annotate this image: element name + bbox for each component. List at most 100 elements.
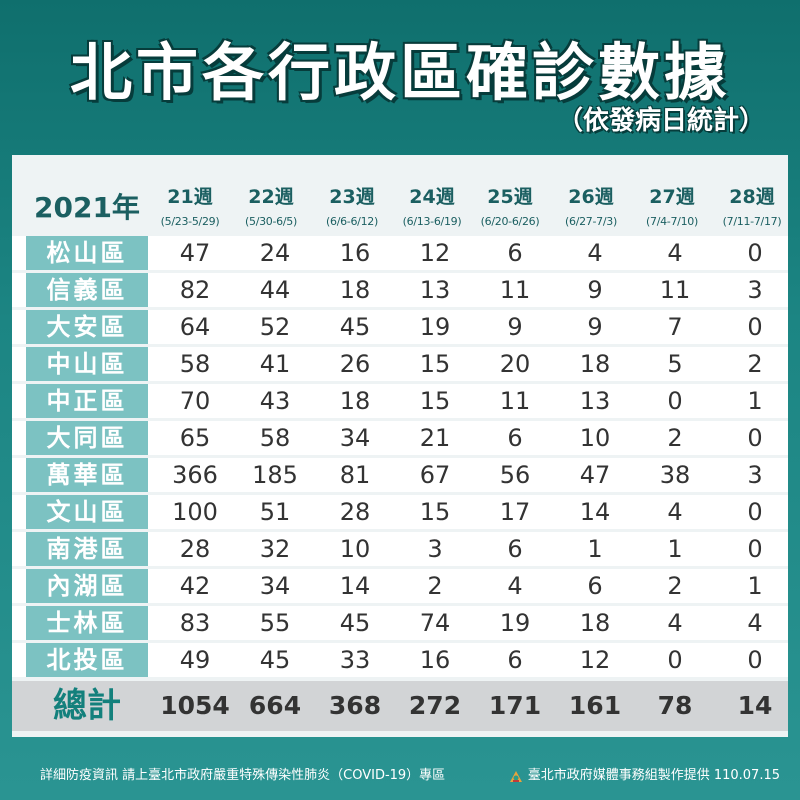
case-count-cell: 18 bbox=[339, 276, 371, 304]
table-row: 萬華區 366 185 81 67 56 47 38 3 bbox=[12, 458, 788, 492]
case-count-cell: 18 bbox=[579, 609, 611, 637]
week-header: 24週 (6/13-6/19) bbox=[387, 182, 477, 228]
case-count-cell: 49 bbox=[179, 646, 211, 674]
district-name: 中山區 bbox=[26, 347, 148, 381]
week-label: 28週 bbox=[729, 186, 775, 208]
table-row: 中山區 58 41 26 15 20 18 5 2 bbox=[12, 347, 788, 381]
case-count-cell: 15 bbox=[419, 350, 451, 378]
week-label: 22週 bbox=[248, 186, 294, 208]
year-label: 2021年 bbox=[34, 191, 140, 224]
case-count-cell: 58 bbox=[179, 350, 211, 378]
case-count-cell: 70 bbox=[179, 387, 211, 415]
case-count-cell: 6 bbox=[507, 239, 523, 267]
case-count-cell: 0 bbox=[747, 535, 763, 563]
case-count-cell: 82 bbox=[179, 276, 211, 304]
week-label: 24週 bbox=[409, 186, 455, 208]
case-count-cell: 3 bbox=[747, 276, 763, 304]
case-count-cell: 43 bbox=[259, 387, 291, 415]
footer-info: 詳細防疫資訊 請上臺北市政府嚴重特殊傳染性肺炎（COVID-19）專區 bbox=[40, 768, 446, 783]
total-cell: 78 bbox=[657, 691, 693, 720]
week-label: 25週 bbox=[487, 186, 533, 208]
table-row: 中正區 70 43 18 15 11 13 0 1 bbox=[12, 384, 788, 418]
case-count-cell: 64 bbox=[179, 313, 211, 341]
total-cell: 1054 bbox=[160, 691, 230, 720]
table-header: 2021年 21週 (5/23-5/29) 22週 (5/30-6/5) 23週 (6/6… bbox=[12, 170, 788, 232]
case-count-cell: 34 bbox=[259, 572, 291, 600]
case-count-cell: 4 bbox=[667, 498, 683, 526]
case-count-cell: 12 bbox=[579, 646, 611, 674]
case-count-cell: 7 bbox=[667, 313, 683, 341]
case-count-cell: 4 bbox=[507, 572, 523, 600]
case-count-cell: 28 bbox=[339, 498, 371, 526]
case-count-cell: 16 bbox=[339, 239, 371, 267]
case-count-cell: 24 bbox=[259, 239, 291, 267]
case-count-cell: 2 bbox=[747, 350, 763, 378]
table-row: 信義區 82 44 18 13 11 9 11 3 bbox=[12, 273, 788, 307]
case-count-cell: 6 bbox=[507, 424, 523, 452]
week-header: 28週 (7/11-7/17) bbox=[707, 182, 797, 228]
week-header: 21週 (5/23-5/29) bbox=[145, 182, 235, 228]
table-row: 文山區 100 51 28 15 17 14 4 0 bbox=[12, 495, 788, 529]
week-range: (5/23-5/29) bbox=[160, 215, 220, 228]
week-header: 26週 (6/27-7/3) bbox=[546, 182, 636, 228]
case-count-cell: 45 bbox=[339, 313, 371, 341]
district-name: 文山區 bbox=[26, 495, 148, 529]
week-range: (6/20-6/26) bbox=[480, 215, 540, 228]
case-count-cell: 1 bbox=[747, 387, 763, 415]
week-header: 27週 (7/4-7/10) bbox=[627, 182, 717, 228]
case-count-cell: 12 bbox=[419, 239, 451, 267]
case-count-cell: 51 bbox=[259, 498, 291, 526]
page-title: 北市各行政區確診數據 bbox=[69, 36, 730, 109]
case-count-cell: 10 bbox=[339, 535, 371, 563]
case-count-cell: 41 bbox=[259, 350, 291, 378]
district-name: 大安區 bbox=[26, 310, 148, 344]
case-count-cell: 52 bbox=[259, 313, 291, 341]
case-count-cell: 16 bbox=[419, 646, 451, 674]
case-count-cell: 42 bbox=[179, 572, 211, 600]
case-count-cell: 44 bbox=[259, 276, 291, 304]
district-name: 信義區 bbox=[26, 273, 148, 307]
total-row: 總計 1054 664 368 272 171 161 78 14 bbox=[12, 681, 788, 731]
week-label: 26週 bbox=[568, 186, 614, 208]
case-count-cell: 9 bbox=[587, 313, 603, 341]
case-count-cell: 0 bbox=[667, 387, 683, 415]
case-count-cell: 67 bbox=[419, 461, 451, 489]
week-header: 23週 (6/6-6/12) bbox=[307, 182, 397, 228]
case-count-cell: 34 bbox=[339, 424, 371, 452]
district-name: 士林區 bbox=[26, 606, 148, 640]
case-count-cell: 6 bbox=[507, 646, 523, 674]
week-header: 25週 (6/20-6/26) bbox=[465, 182, 555, 228]
case-count-cell: 18 bbox=[579, 350, 611, 378]
case-count-cell: 4 bbox=[667, 239, 683, 267]
case-count-cell: 45 bbox=[259, 646, 291, 674]
district-name: 南港區 bbox=[26, 532, 148, 566]
case-count-cell: 47 bbox=[179, 239, 211, 267]
district-name: 中正區 bbox=[26, 384, 148, 418]
total-cell: 368 bbox=[328, 691, 382, 720]
case-count-cell: 56 bbox=[499, 461, 531, 489]
total-cell: 171 bbox=[488, 691, 542, 720]
case-count-cell: 65 bbox=[179, 424, 211, 452]
case-count-cell: 2 bbox=[667, 424, 683, 452]
case-count-cell: 4 bbox=[747, 609, 763, 637]
case-count-cell: 81 bbox=[339, 461, 371, 489]
case-count-cell: 17 bbox=[499, 498, 531, 526]
case-count-cell: 0 bbox=[747, 313, 763, 341]
case-count-cell: 4 bbox=[587, 239, 603, 267]
footer: 詳細防疫資訊 請上臺北市政府嚴重特殊傳染性肺炎（COVID-19）專區 臺北市政… bbox=[0, 762, 800, 790]
case-count-cell: 9 bbox=[507, 313, 523, 341]
case-count-cell: 4 bbox=[667, 609, 683, 637]
case-count-cell: 45 bbox=[339, 609, 371, 637]
total-cell: 272 bbox=[408, 691, 462, 720]
page-subtitle: （依發病日統計） bbox=[556, 106, 765, 136]
total-cell: 664 bbox=[248, 691, 302, 720]
case-count-cell: 2 bbox=[667, 572, 683, 600]
week-range: (6/13-6/19) bbox=[402, 215, 462, 228]
case-count-cell: 55 bbox=[259, 609, 291, 637]
case-count-cell: 0 bbox=[667, 646, 683, 674]
table-row: 士林區 83 55 45 74 19 18 4 4 bbox=[12, 606, 788, 640]
district-name: 萬華區 bbox=[26, 458, 148, 492]
case-count-cell: 83 bbox=[179, 609, 211, 637]
case-count-cell: 28 bbox=[179, 535, 211, 563]
case-count-cell: 0 bbox=[747, 424, 763, 452]
